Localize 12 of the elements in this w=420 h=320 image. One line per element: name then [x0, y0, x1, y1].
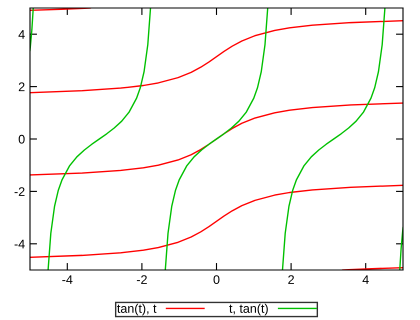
- y-tick-label: 0: [18, 134, 25, 144]
- x-tick-label: -2: [136, 275, 147, 284]
- y-tick-label: -2: [14, 187, 25, 196]
- y-tick-label: 2: [18, 82, 25, 92]
- x-tick-label: 4: [362, 275, 369, 284]
- y-tick-label: 4: [18, 30, 25, 39]
- legend-label: t, tan(t): [229, 304, 268, 316]
- x-tick-label: 2: [288, 275, 294, 284]
- x-tick-label: 0: [214, 275, 220, 284]
- y-tick-label: -4: [14, 240, 25, 248]
- legend-label: tan(t), t: [117, 304, 156, 316]
- x-tick-label: -4: [62, 275, 72, 284]
